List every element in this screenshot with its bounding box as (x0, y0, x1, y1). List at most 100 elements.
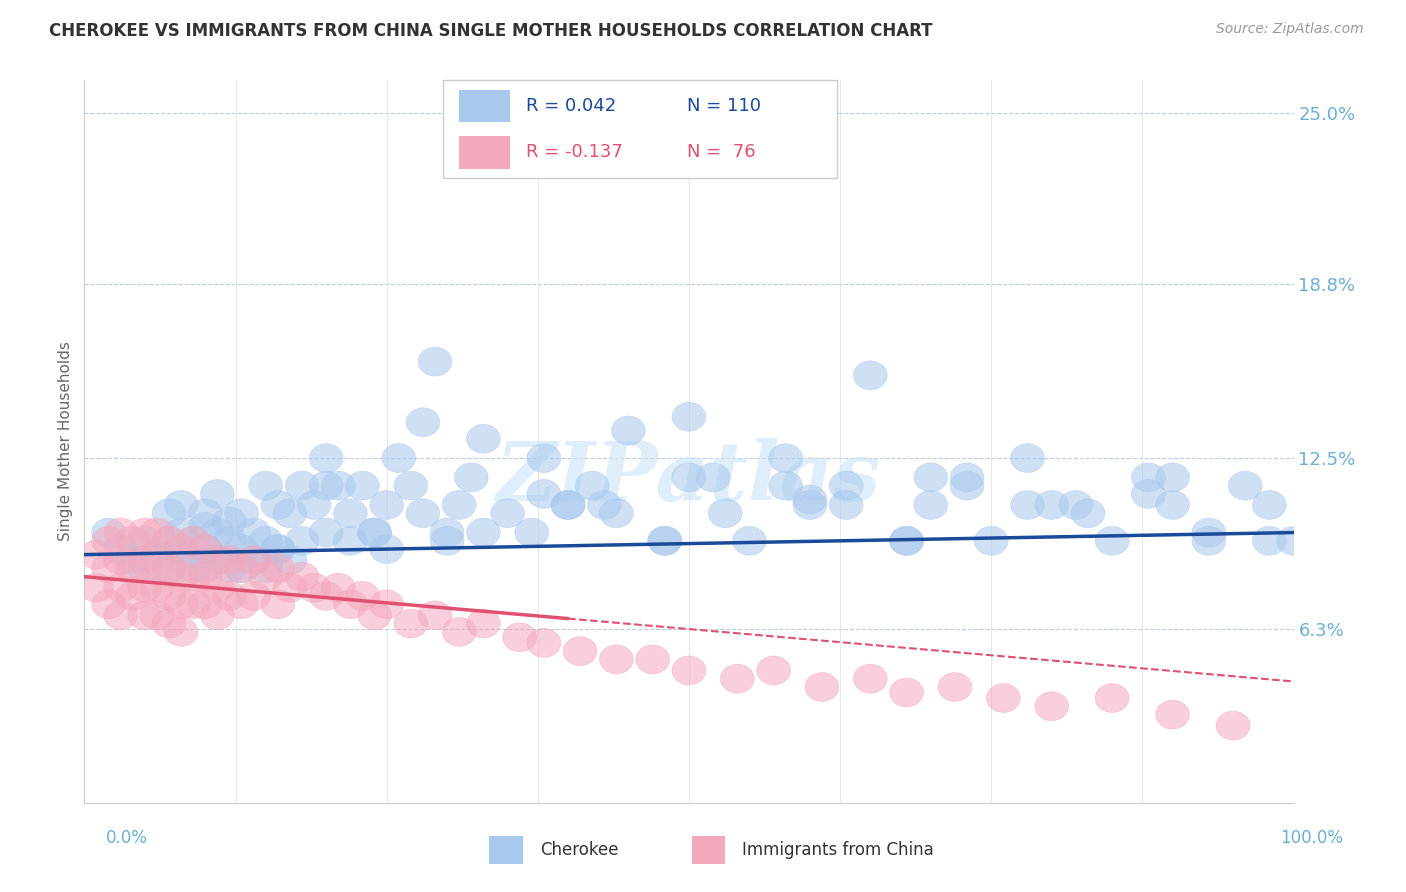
Ellipse shape (128, 518, 162, 547)
Ellipse shape (430, 518, 464, 547)
Ellipse shape (322, 574, 356, 602)
Ellipse shape (527, 443, 561, 473)
Ellipse shape (285, 471, 319, 500)
Ellipse shape (370, 491, 404, 519)
Bar (692, 836, 725, 863)
Ellipse shape (201, 546, 235, 574)
Ellipse shape (104, 534, 138, 564)
Ellipse shape (806, 673, 839, 701)
Ellipse shape (309, 582, 343, 610)
Ellipse shape (201, 518, 235, 547)
Ellipse shape (188, 554, 222, 582)
Ellipse shape (128, 554, 162, 582)
Ellipse shape (225, 590, 259, 619)
Bar (458, 136, 510, 169)
Ellipse shape (115, 554, 149, 582)
Ellipse shape (950, 463, 984, 491)
Text: R = -0.137: R = -0.137 (526, 143, 623, 161)
Ellipse shape (793, 485, 827, 514)
Ellipse shape (672, 656, 706, 685)
Ellipse shape (394, 609, 427, 638)
Text: R = 0.042: R = 0.042 (526, 97, 616, 115)
Text: 100.0%: 100.0% (1279, 829, 1343, 847)
Ellipse shape (141, 574, 174, 602)
Ellipse shape (1071, 499, 1105, 528)
Ellipse shape (1035, 692, 1069, 721)
Ellipse shape (152, 554, 186, 582)
Ellipse shape (1156, 463, 1189, 491)
Ellipse shape (830, 471, 863, 500)
Ellipse shape (141, 546, 174, 574)
Ellipse shape (262, 491, 295, 519)
Ellipse shape (91, 518, 125, 547)
Ellipse shape (1132, 480, 1166, 508)
Ellipse shape (273, 546, 307, 574)
Ellipse shape (225, 499, 259, 528)
Ellipse shape (914, 491, 948, 519)
Ellipse shape (1216, 711, 1250, 740)
Ellipse shape (152, 499, 186, 528)
Ellipse shape (890, 678, 924, 707)
Ellipse shape (564, 637, 598, 665)
Ellipse shape (588, 491, 621, 519)
Ellipse shape (91, 526, 125, 555)
Ellipse shape (262, 534, 295, 564)
Ellipse shape (141, 601, 174, 630)
Text: 0.0%: 0.0% (105, 829, 148, 847)
Ellipse shape (636, 645, 669, 673)
Ellipse shape (249, 554, 283, 582)
Ellipse shape (1095, 526, 1129, 555)
Ellipse shape (128, 574, 162, 602)
Ellipse shape (1192, 518, 1226, 547)
Ellipse shape (128, 546, 162, 574)
Ellipse shape (612, 416, 645, 445)
Ellipse shape (152, 609, 186, 638)
Ellipse shape (262, 590, 295, 619)
Ellipse shape (709, 499, 742, 528)
Ellipse shape (418, 347, 451, 376)
Ellipse shape (333, 526, 367, 555)
Ellipse shape (273, 499, 307, 528)
Ellipse shape (152, 526, 186, 555)
Ellipse shape (104, 546, 138, 574)
Ellipse shape (188, 562, 222, 591)
Ellipse shape (115, 582, 149, 610)
Ellipse shape (551, 491, 585, 519)
Ellipse shape (1277, 526, 1310, 555)
Ellipse shape (1059, 491, 1092, 519)
Ellipse shape (648, 526, 682, 555)
Ellipse shape (467, 425, 501, 453)
Text: Immigrants from China: Immigrants from China (742, 840, 934, 859)
Ellipse shape (262, 554, 295, 582)
Text: Source: ZipAtlas.com: Source: ZipAtlas.com (1216, 22, 1364, 37)
Ellipse shape (853, 361, 887, 390)
Ellipse shape (212, 546, 246, 574)
Ellipse shape (370, 534, 404, 564)
Text: N = 110: N = 110 (688, 97, 761, 115)
Ellipse shape (575, 471, 609, 500)
Ellipse shape (176, 546, 209, 574)
Ellipse shape (1011, 443, 1045, 473)
Ellipse shape (165, 617, 198, 647)
Ellipse shape (333, 499, 367, 528)
Ellipse shape (165, 491, 198, 519)
Ellipse shape (309, 443, 343, 473)
Ellipse shape (309, 471, 343, 500)
Ellipse shape (285, 562, 319, 591)
Ellipse shape (225, 554, 259, 582)
Ellipse shape (249, 562, 283, 591)
Ellipse shape (527, 628, 561, 657)
Ellipse shape (236, 518, 270, 547)
Ellipse shape (225, 554, 259, 582)
Ellipse shape (201, 574, 235, 602)
Ellipse shape (1229, 471, 1263, 500)
Ellipse shape (830, 491, 863, 519)
Ellipse shape (176, 562, 209, 591)
Ellipse shape (1253, 491, 1286, 519)
Ellipse shape (890, 526, 924, 555)
Ellipse shape (551, 491, 585, 519)
Ellipse shape (236, 546, 270, 574)
Ellipse shape (165, 534, 198, 564)
Ellipse shape (297, 574, 330, 602)
Ellipse shape (793, 491, 827, 519)
